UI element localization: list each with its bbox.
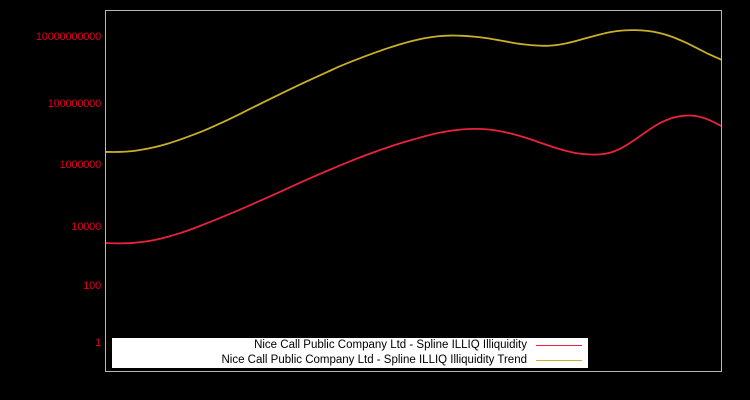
series-lines: [106, 29, 721, 245]
legend-label-trend: Nice Call Public Company Ltd - Spline IL…: [221, 354, 527, 366]
y-tick-label: 100000000: [47, 98, 101, 110]
y-tick-label: 10000: [71, 221, 101, 233]
legend-swatch-trend: [536, 360, 582, 361]
plot-area: [105, 10, 722, 372]
chart-legend: Nice Call Public Company Ltd - Spline IL…: [112, 338, 588, 368]
legend-item-trend: Nice Call Public Company Ltd - Spline IL…: [112, 353, 588, 368]
legend-item-illiquidity: Nice Call Public Company Ltd - Spline IL…: [112, 338, 588, 353]
y-tick-label: 100: [83, 280, 101, 292]
y-tick-label: 1: [95, 337, 101, 349]
y-axis-tick-labels: 10000000000 100000000 1000000 10000 100 …: [0, 0, 101, 400]
y-tick-label: 10000000000: [35, 31, 101, 43]
series-line-trend: [106, 29, 721, 153]
legend-label-illiquidity: Nice Call Public Company Ltd - Spline IL…: [254, 339, 527, 351]
series-line-illiquidity: [106, 114, 721, 245]
y-tick-label: 1000000: [59, 159, 102, 171]
legend-swatch-illiquidity: [536, 345, 582, 346]
